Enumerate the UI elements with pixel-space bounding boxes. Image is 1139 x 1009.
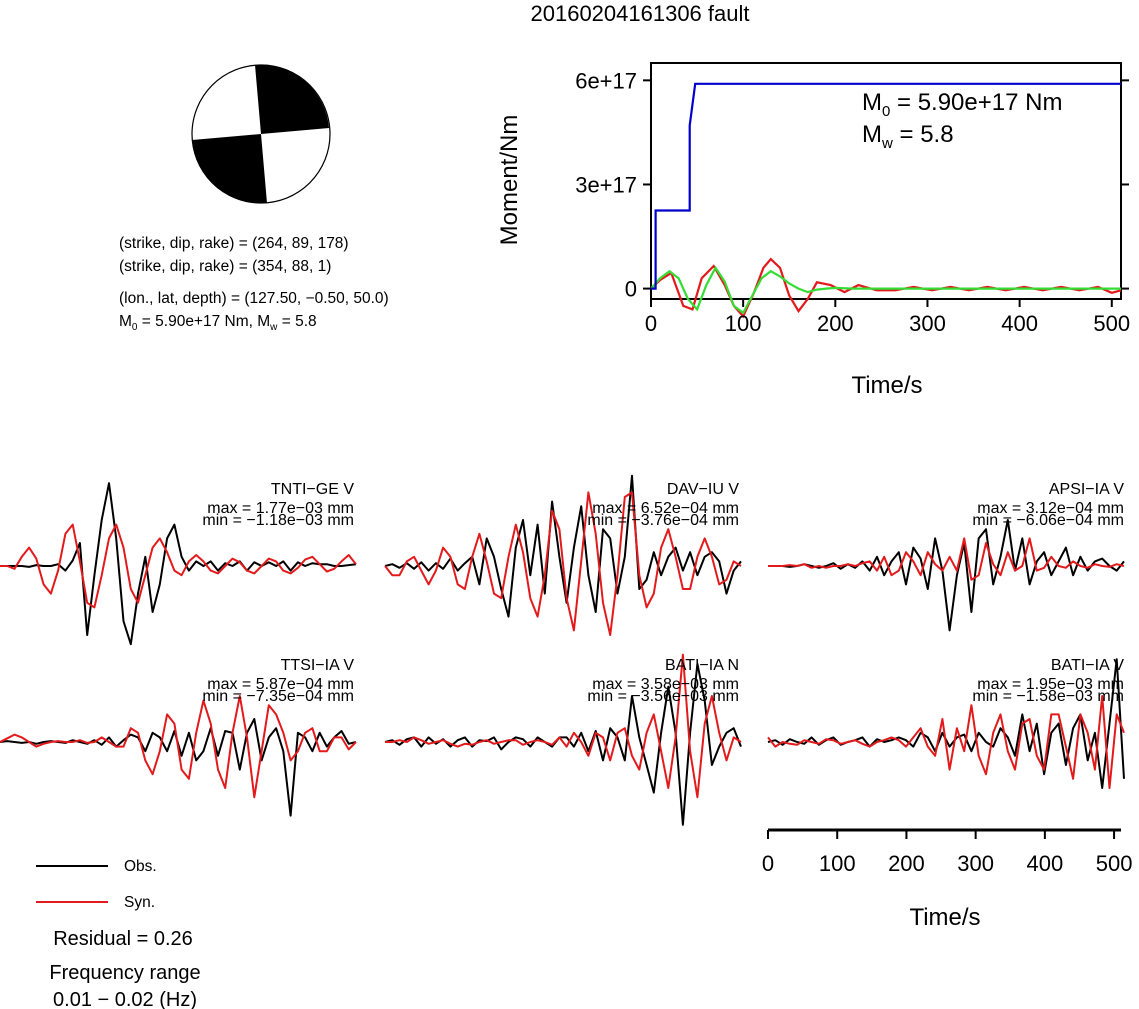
- beachball-diagram: [191, 64, 331, 204]
- moment-y-tick-label: 6e+17: [575, 68, 637, 93]
- moment-cumulative-line: [651, 82, 1121, 290]
- observed-trace: [384, 474, 742, 618]
- annotation-m0-symbol: M: [862, 89, 882, 116]
- max-amplitude-label: max = 3.58e−03 mm: [592, 676, 739, 693]
- mechanism-line-4: M0 = 5.90e+17 Nm, Mw = 5.8: [119, 313, 317, 333]
- waveform-x-tick-label: 500: [1096, 851, 1133, 876]
- min-amplitude-label: min = −3.56e−03 mm: [587, 688, 739, 705]
- annotation-mw-symbol: M: [862, 121, 882, 148]
- moment-y-tick-label: 0: [625, 277, 637, 302]
- moment-rate-line: [650, 257, 1122, 319]
- synthetic-trace: [385, 653, 742, 799]
- min-amplitude-label: min = −3.76e−04 mm: [587, 512, 739, 529]
- max-amplitude-label: max = 3.12e−04 mm: [977, 500, 1124, 517]
- max-amplitude-label: max = 1.77e−03 mm: [207, 500, 354, 517]
- moment-chart: 0 100 200 300 400 500 0 3e+17 6e+17 Moment/Nm Ti…: [496, 62, 1130, 399]
- mechanism-info: (strike, dip, rake) = (264, 89, 178) (st…: [119, 235, 389, 333]
- observed-trace: [768, 519, 1125, 632]
- max-amplitude-label: max = 6.52e−04 mm: [592, 500, 739, 517]
- max-amplitude-label: max = 1.95e−03 mm: [977, 676, 1124, 693]
- legend-obs-label: Obs.: [124, 858, 157, 875]
- legend-syn-label: Syn.: [124, 894, 155, 911]
- residual-text: Residual = 0.26: [53, 928, 193, 950]
- min-amplitude-label: min = −1.58e−03 mm: [972, 688, 1124, 705]
- moment-x-tick-label: 200: [817, 311, 854, 336]
- mw-value-text: = 5.8: [277, 313, 316, 330]
- annotation-mw-value: = 5.8: [893, 121, 954, 148]
- station-label: APSI−IA V: [1049, 481, 1124, 498]
- moment-x-tick-label: 0: [645, 311, 657, 336]
- moment-y-tick-label: 3e+17: [575, 172, 637, 197]
- synthetic-trace: [0, 695, 357, 799]
- waveform-time-axis: 0 100 200 300 400 500: [762, 828, 1133, 876]
- beachball-outline: [191, 64, 331, 204]
- beachball-quadrant-lower-left: [192, 134, 267, 204]
- m0-value-text: = 5.90e+17 Nm, M: [137, 313, 270, 330]
- moment-x-axis-label: Time/s: [851, 372, 922, 399]
- waveform-x-tick-label: 100: [819, 851, 856, 876]
- m0-subscript: 0: [132, 322, 138, 333]
- waveform-x-tick-label: 300: [957, 851, 994, 876]
- min-amplitude-label: min = −7.35e−04 mm: [202, 688, 354, 705]
- moment-x-tick-label: 100: [725, 311, 762, 336]
- min-amplitude-label: min = −6.06e−04 mm: [972, 512, 1124, 529]
- waveform-x-tick-label: 200: [888, 851, 925, 876]
- mechanism-line-1: (strike, dip, rake) = (264, 89, 178): [119, 235, 349, 252]
- beachball-quadrant-upper-right: [255, 64, 329, 134]
- mw-subscript: w: [269, 322, 278, 333]
- mechanism-line-3: (lon., lat, depth) = (127.50, −0.50, 50.…: [119, 290, 389, 307]
- mechanism-line-2: (strike, dip, rake) = (354, 88, 1): [119, 258, 331, 275]
- annotation-m0-subscript: 0: [882, 103, 890, 120]
- station-label: BATI−IA V: [1051, 657, 1124, 674]
- waveform-x-axis-label: Time/s: [909, 904, 980, 931]
- moment-m0-annotation: M0 = 5.90e+17 Nm: [862, 89, 1062, 120]
- station-label: BATI−IA N: [665, 657, 739, 674]
- moment-y-axis-label: Moment/Nm: [496, 115, 523, 246]
- synthetic-trace: [384, 491, 742, 636]
- moment-x-tick-label: 500: [1093, 311, 1130, 336]
- m0-symbol: M: [119, 313, 132, 330]
- synthetic-trace: [0, 523, 357, 609]
- station-label: TTSI−IA V: [281, 657, 355, 674]
- frequency-range-value: 0.01 − 0.02 (Hz): [53, 989, 197, 1009]
- max-amplitude-label: max = 5.87e−04 mm: [207, 676, 354, 693]
- source-time-function-line: [650, 265, 1121, 315]
- figure-title: 20160204161306 fault: [531, 1, 750, 26]
- waveform-x-tick-label: 400: [1027, 851, 1064, 876]
- annotation-m0-value: = 5.90e+17 Nm: [890, 89, 1062, 116]
- frequency-range-label: Frequency range: [49, 962, 200, 984]
- synthetic-trace: [767, 695, 1125, 789]
- moment-x-tick-label: 300: [909, 311, 946, 336]
- observed-trace: [0, 718, 357, 817]
- synthetic-trace: [768, 537, 1125, 581]
- min-amplitude-label: min = −1.18e−03 mm: [202, 512, 354, 529]
- moment-mw-annotation: Mw = 5.8: [862, 121, 954, 152]
- station-label: TNTI−GE V: [271, 481, 354, 498]
- annotation-mw-subscript: w: [881, 135, 893, 152]
- station-label: DAV−IU V: [667, 481, 740, 498]
- moment-x-tick-label: 400: [1001, 311, 1038, 336]
- legend: Obs. Syn.: [36, 858, 157, 911]
- moment-plot-frame: [650, 62, 1122, 300]
- waveform-x-tick-label: 0: [762, 851, 774, 876]
